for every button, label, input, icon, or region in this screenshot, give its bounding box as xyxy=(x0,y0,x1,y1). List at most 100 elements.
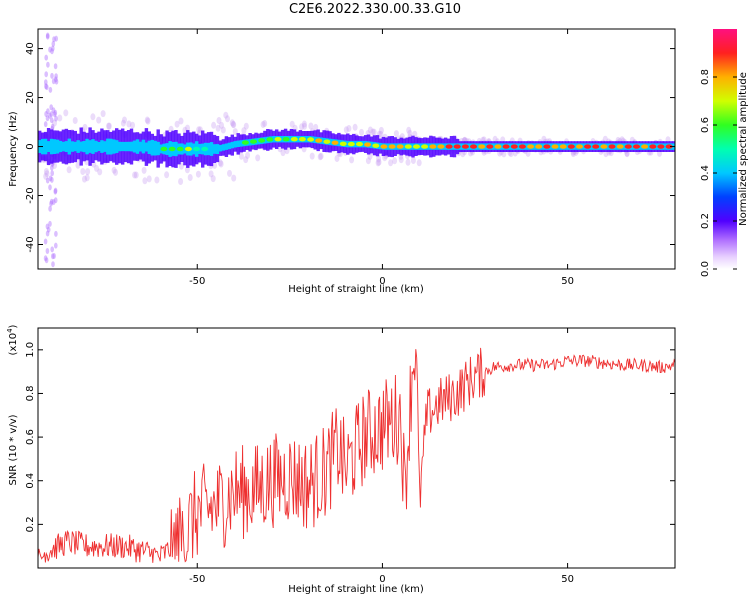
spectrogram-y-tick-label: -40 xyxy=(25,236,36,252)
spectrogram-haze-cell xyxy=(51,107,56,114)
spectrogram-ridge-cell xyxy=(608,144,616,149)
spectrogram-haze-cell xyxy=(144,116,150,124)
spectrogram-haze-cell xyxy=(44,170,50,178)
spectrogram-haze-cell xyxy=(57,114,63,122)
spectrogram-core-cell xyxy=(378,142,383,150)
spectrogram-haze-cell xyxy=(178,178,184,185)
spectrogram-haze-cell xyxy=(111,166,117,174)
spectrogram-haze-cell xyxy=(94,164,99,172)
spectrogram-core-cell xyxy=(174,141,178,157)
colorbar-tick-label: 0.8 xyxy=(700,69,711,85)
spectrogram-ridge-cell xyxy=(298,137,306,142)
spectrogram-haze-cell xyxy=(367,126,373,134)
colorbar-tick-label: 0.2 xyxy=(700,213,711,229)
colorbar-tick-label: 0.4 xyxy=(700,165,711,181)
spectrogram-haze-cell xyxy=(146,175,152,183)
snr-y-tick-label: 0.2 xyxy=(25,516,36,532)
spectrogram-haze-cell xyxy=(120,119,126,127)
spectrogram-core-cell xyxy=(598,143,602,150)
spectrogram-ridge-cell xyxy=(176,146,184,152)
spectrogram-ridge-cell xyxy=(502,144,510,149)
spectrogram-ridge-cell xyxy=(364,142,372,147)
spectrogram-haze-cell xyxy=(53,187,58,194)
spectrogram-ridge-cell xyxy=(62,144,70,149)
spectrogram-haze-cell xyxy=(52,111,57,118)
spectrogram-y-tick-label: -20 xyxy=(25,187,36,203)
spectrogram-ridge-cell xyxy=(510,144,518,149)
spectrogram-haze-cell xyxy=(289,120,295,128)
spectrogram-ridge-cell xyxy=(168,146,176,152)
spectrogram-haze-cell xyxy=(50,170,54,177)
spectrogram-haze-cell xyxy=(227,169,232,177)
spectrogram-haze-cell xyxy=(225,115,230,123)
spectrogram-haze-cell xyxy=(48,46,52,53)
spectrogram-ridge-cell xyxy=(152,146,160,151)
spectrogram-haze-cell xyxy=(46,226,51,233)
spectrogram-haze-cell xyxy=(45,33,50,40)
spectrogram-haze-cell xyxy=(130,121,135,129)
snr-y-tick-label: 0.8 xyxy=(25,386,36,402)
spectrogram-haze-cell xyxy=(375,159,381,167)
spectrogram-haze-cell xyxy=(346,125,352,132)
spectrogram-haze-cell xyxy=(243,156,249,164)
spectrogram-haze-cell xyxy=(50,164,54,171)
spectrogram-ridge-cell xyxy=(233,141,241,146)
spectrogram-haze-cell xyxy=(100,110,106,118)
spectrogram-haze-cell xyxy=(50,176,54,183)
spectrogram-ridge-cell xyxy=(290,137,298,142)
spectrogram-haze-cell xyxy=(50,123,55,130)
spectrogram-ridge-cell xyxy=(103,144,111,149)
spectrogram-ridge-cell xyxy=(461,144,469,149)
spectrogram-haze-cell xyxy=(238,152,244,160)
spectrogram-haze-cell xyxy=(51,253,55,260)
spectrogram-haze-cell xyxy=(45,230,50,237)
spectrogram-haze-cell xyxy=(48,112,52,119)
spectrogram-haze-cell xyxy=(308,122,314,130)
spectrogram-ridge-cell xyxy=(193,146,200,152)
snr-y-axis-title: SNR (10 * v/v) xyxy=(8,414,19,485)
spectrogram-y-tick-label: 20 xyxy=(25,91,36,104)
spectrogram-core-cell xyxy=(272,136,276,143)
spectrogram-ridge-cell xyxy=(665,144,673,149)
spectrogram-haze-cell xyxy=(195,170,201,178)
spectrogram-ridge-cell xyxy=(95,144,103,149)
spectrogram-haze-cell xyxy=(388,159,394,167)
spectrogram-haze-cell xyxy=(44,111,48,117)
spectrogram-haze-cell xyxy=(211,121,217,129)
spectrogram-haze-cell xyxy=(96,116,102,124)
spectrogram-haze-cell xyxy=(371,128,377,136)
spectrogram-haze-cell xyxy=(53,109,58,116)
spectrogram-haze-cell xyxy=(184,166,190,174)
spectrogram-haze-cell xyxy=(54,78,59,85)
spectrogram-haze-cell xyxy=(51,40,56,47)
spectrogram-core-cell xyxy=(467,143,471,150)
spectrogram-haze-cell xyxy=(75,161,81,169)
spectrogram-ridge-cell xyxy=(445,144,453,149)
spectrogram-haze-cell xyxy=(393,130,399,138)
spectrogram-haze-cell xyxy=(49,104,53,111)
spectrogram-haze-cell xyxy=(174,120,180,128)
spectrogram-y-axis-title: Frequency (Hz) xyxy=(8,111,19,187)
spectrogram-haze-cell xyxy=(45,248,50,254)
spectrogram-haze-cell xyxy=(43,168,49,175)
spectrogram-ridge-cell xyxy=(616,144,624,149)
spectrogram-ridge-cell xyxy=(144,145,152,150)
spectrogram-ridge-cell xyxy=(380,144,388,149)
spectrogram-haze-cell xyxy=(378,130,384,138)
spectrogram-haze-cell xyxy=(231,174,237,182)
colorbar-ticks: 0.0 0.2 0.4 0.6 0.8 xyxy=(700,69,737,277)
spectrogram-haze-cell xyxy=(243,122,249,130)
spectrogram-ridge-cell xyxy=(388,144,396,149)
page-title: C2E6.2022.330.00.33.G10 xyxy=(288,2,462,17)
spectrogram-core-cell xyxy=(280,136,285,143)
spectrogram-y-tick-label: 0 xyxy=(25,143,36,149)
spectrogram-haze-cell xyxy=(106,122,112,130)
spectrogram-ridge-cell xyxy=(437,144,445,149)
spectrogram-haze-cell xyxy=(255,154,261,162)
spectrogram-haze-cell xyxy=(43,172,49,180)
snr-ticks: -50 0 50 0.2 0.4 0.6 0.8 1.0 xyxy=(25,328,675,585)
spectrogram-ridge-cell xyxy=(396,144,404,149)
spectrogram-ridge-cell xyxy=(54,144,62,149)
spectrogram-haze-cell xyxy=(365,157,371,165)
spectrogram-core-cell xyxy=(206,142,211,156)
